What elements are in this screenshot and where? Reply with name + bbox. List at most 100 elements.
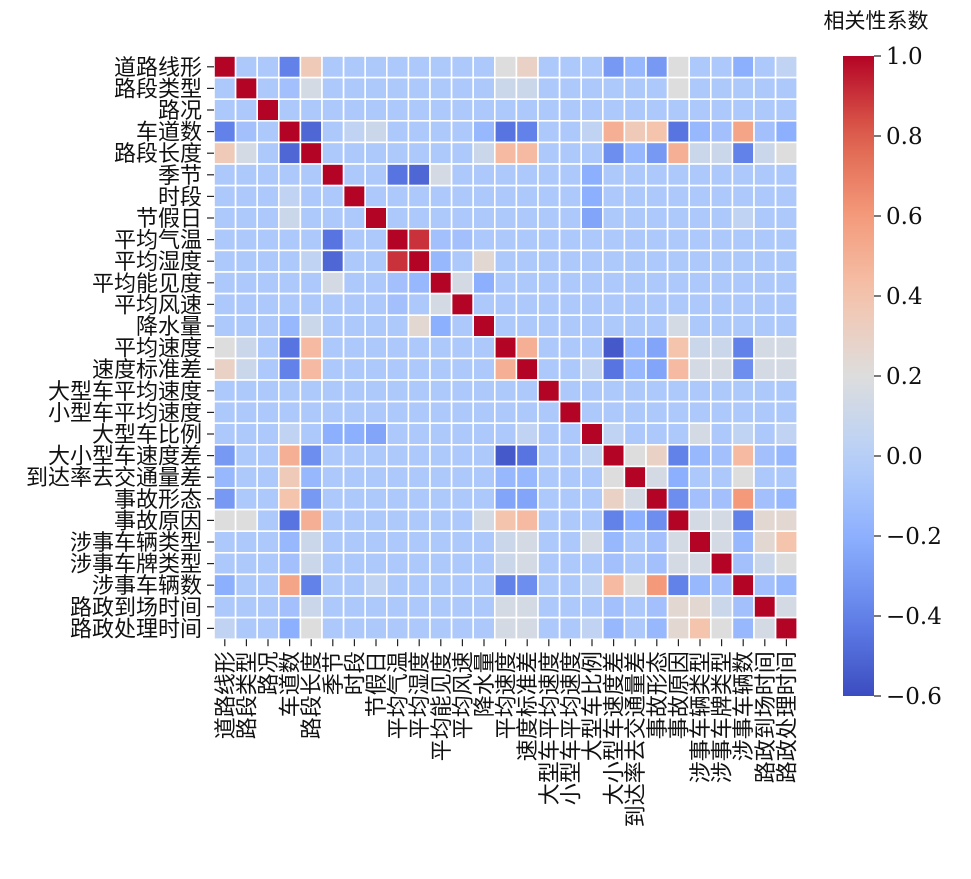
heatmap-cell <box>601 184 626 209</box>
heatmap-cell <box>623 141 647 165</box>
heatmap-cell <box>429 314 453 338</box>
heatmap-cell <box>256 335 280 360</box>
heatmap-cell <box>450 120 475 144</box>
heatmap-cell <box>429 76 453 100</box>
heatmap-cell <box>731 443 755 468</box>
heatmap-cell <box>645 357 669 381</box>
heatmap-cell <box>623 120 647 144</box>
heatmap-cell <box>493 465 518 489</box>
heatmap-cell <box>342 616 367 640</box>
heatmap-cell <box>213 487 237 511</box>
heatmap-cell <box>774 271 798 295</box>
heatmap-cell <box>537 400 561 425</box>
heatmap-cell <box>580 551 604 576</box>
heatmap-cell <box>407 314 431 338</box>
heatmap-cell <box>277 465 302 489</box>
heatmap-cell <box>429 595 453 619</box>
heatmap-cell <box>213 249 237 273</box>
heatmap-cell <box>213 120 237 144</box>
heatmap-cell <box>407 141 431 165</box>
heatmap-cell <box>515 595 539 619</box>
heatmap-cell <box>731 530 755 554</box>
heatmap-cell <box>493 76 518 100</box>
heatmap-cell <box>429 120 453 144</box>
heatmap-cell <box>364 249 388 273</box>
heatmap-cell <box>623 379 647 403</box>
heatmap-cell <box>472 292 496 317</box>
heatmap-cell <box>472 400 496 425</box>
heatmap-cell <box>234 120 259 144</box>
heatmap-cell <box>321 76 345 100</box>
heatmap-cell <box>537 379 561 403</box>
heatmap-cell <box>321 487 345 511</box>
heatmap-cell <box>645 184 669 209</box>
heatmap-cell <box>774 55 798 79</box>
heatmap-cell <box>558 530 582 554</box>
heatmap-cell <box>537 573 561 597</box>
heatmap-cell <box>558 120 582 144</box>
heatmap-cell <box>364 184 388 209</box>
heatmap-cell <box>774 206 798 230</box>
heatmap-cell <box>256 141 280 165</box>
heatmap-cell <box>429 443 453 468</box>
heatmap-cell <box>753 508 777 533</box>
heatmap-cell <box>299 508 323 533</box>
heatmap-cell <box>623 400 647 425</box>
heatmap-cell <box>299 595 323 619</box>
heatmap-cell <box>256 443 280 468</box>
heatmap-cell <box>342 335 367 360</box>
heatmap-cell <box>709 573 734 597</box>
heatmap-cell <box>407 487 431 511</box>
heatmap-cell <box>753 487 777 511</box>
heatmap-cell <box>731 616 755 640</box>
x-tick-label: 平均湿度 <box>408 651 433 739</box>
heatmap-cell <box>774 141 798 165</box>
heatmap-cell <box>493 616 518 640</box>
heatmap-cell <box>364 530 388 554</box>
heatmap-cell <box>321 249 345 273</box>
heatmap-cell <box>580 487 604 511</box>
heatmap-cell <box>601 335 626 360</box>
heatmap-cell <box>277 400 302 425</box>
heatmap-cell <box>623 573 647 597</box>
colorbar-tick-label: 0.2 <box>886 364 923 390</box>
colorbar-label: 相关性系数 <box>824 9 929 33</box>
heatmap-cell <box>623 98 647 122</box>
heatmap-cell <box>277 335 302 360</box>
heatmap-cell <box>753 573 777 597</box>
y-tick-label: 涉事车辆类型 <box>70 531 202 556</box>
heatmap-cell <box>277 76 302 100</box>
heatmap-cell <box>450 487 475 511</box>
heatmap-cell <box>709 141 734 165</box>
heatmap-cell <box>429 55 453 79</box>
heatmap-cell <box>364 55 388 79</box>
heatmap-cell <box>321 292 345 317</box>
heatmap-cell <box>558 508 582 533</box>
heatmap-cell <box>234 443 259 468</box>
heatmap-cell <box>709 314 734 338</box>
heatmap-cell <box>537 508 561 533</box>
heatmap-cell <box>450 465 475 489</box>
heatmap-cell <box>234 314 259 338</box>
heatmap-cell <box>234 465 259 489</box>
heatmap-cell <box>558 573 582 597</box>
heatmap-cell <box>256 379 280 403</box>
heatmap-cell <box>753 184 777 209</box>
heatmap-cell <box>256 573 280 597</box>
heatmap-cell <box>450 314 475 338</box>
x-tick-label: 事故原因 <box>667 651 692 739</box>
heatmap-cell <box>493 55 518 79</box>
heatmap-cell <box>472 443 496 468</box>
heatmap-cell <box>558 487 582 511</box>
heatmap-cell <box>601 379 626 403</box>
heatmap-cell <box>774 120 798 144</box>
heatmap-cell <box>645 314 669 338</box>
heatmap-cell <box>407 422 431 446</box>
heatmap-cell <box>774 163 798 187</box>
heatmap-cell <box>580 379 604 403</box>
heatmap-cell <box>601 357 626 381</box>
heatmap-cell <box>666 163 690 187</box>
heatmap-cell <box>623 335 647 360</box>
heatmap-cell <box>666 379 690 403</box>
heatmap-cell <box>407 249 431 273</box>
